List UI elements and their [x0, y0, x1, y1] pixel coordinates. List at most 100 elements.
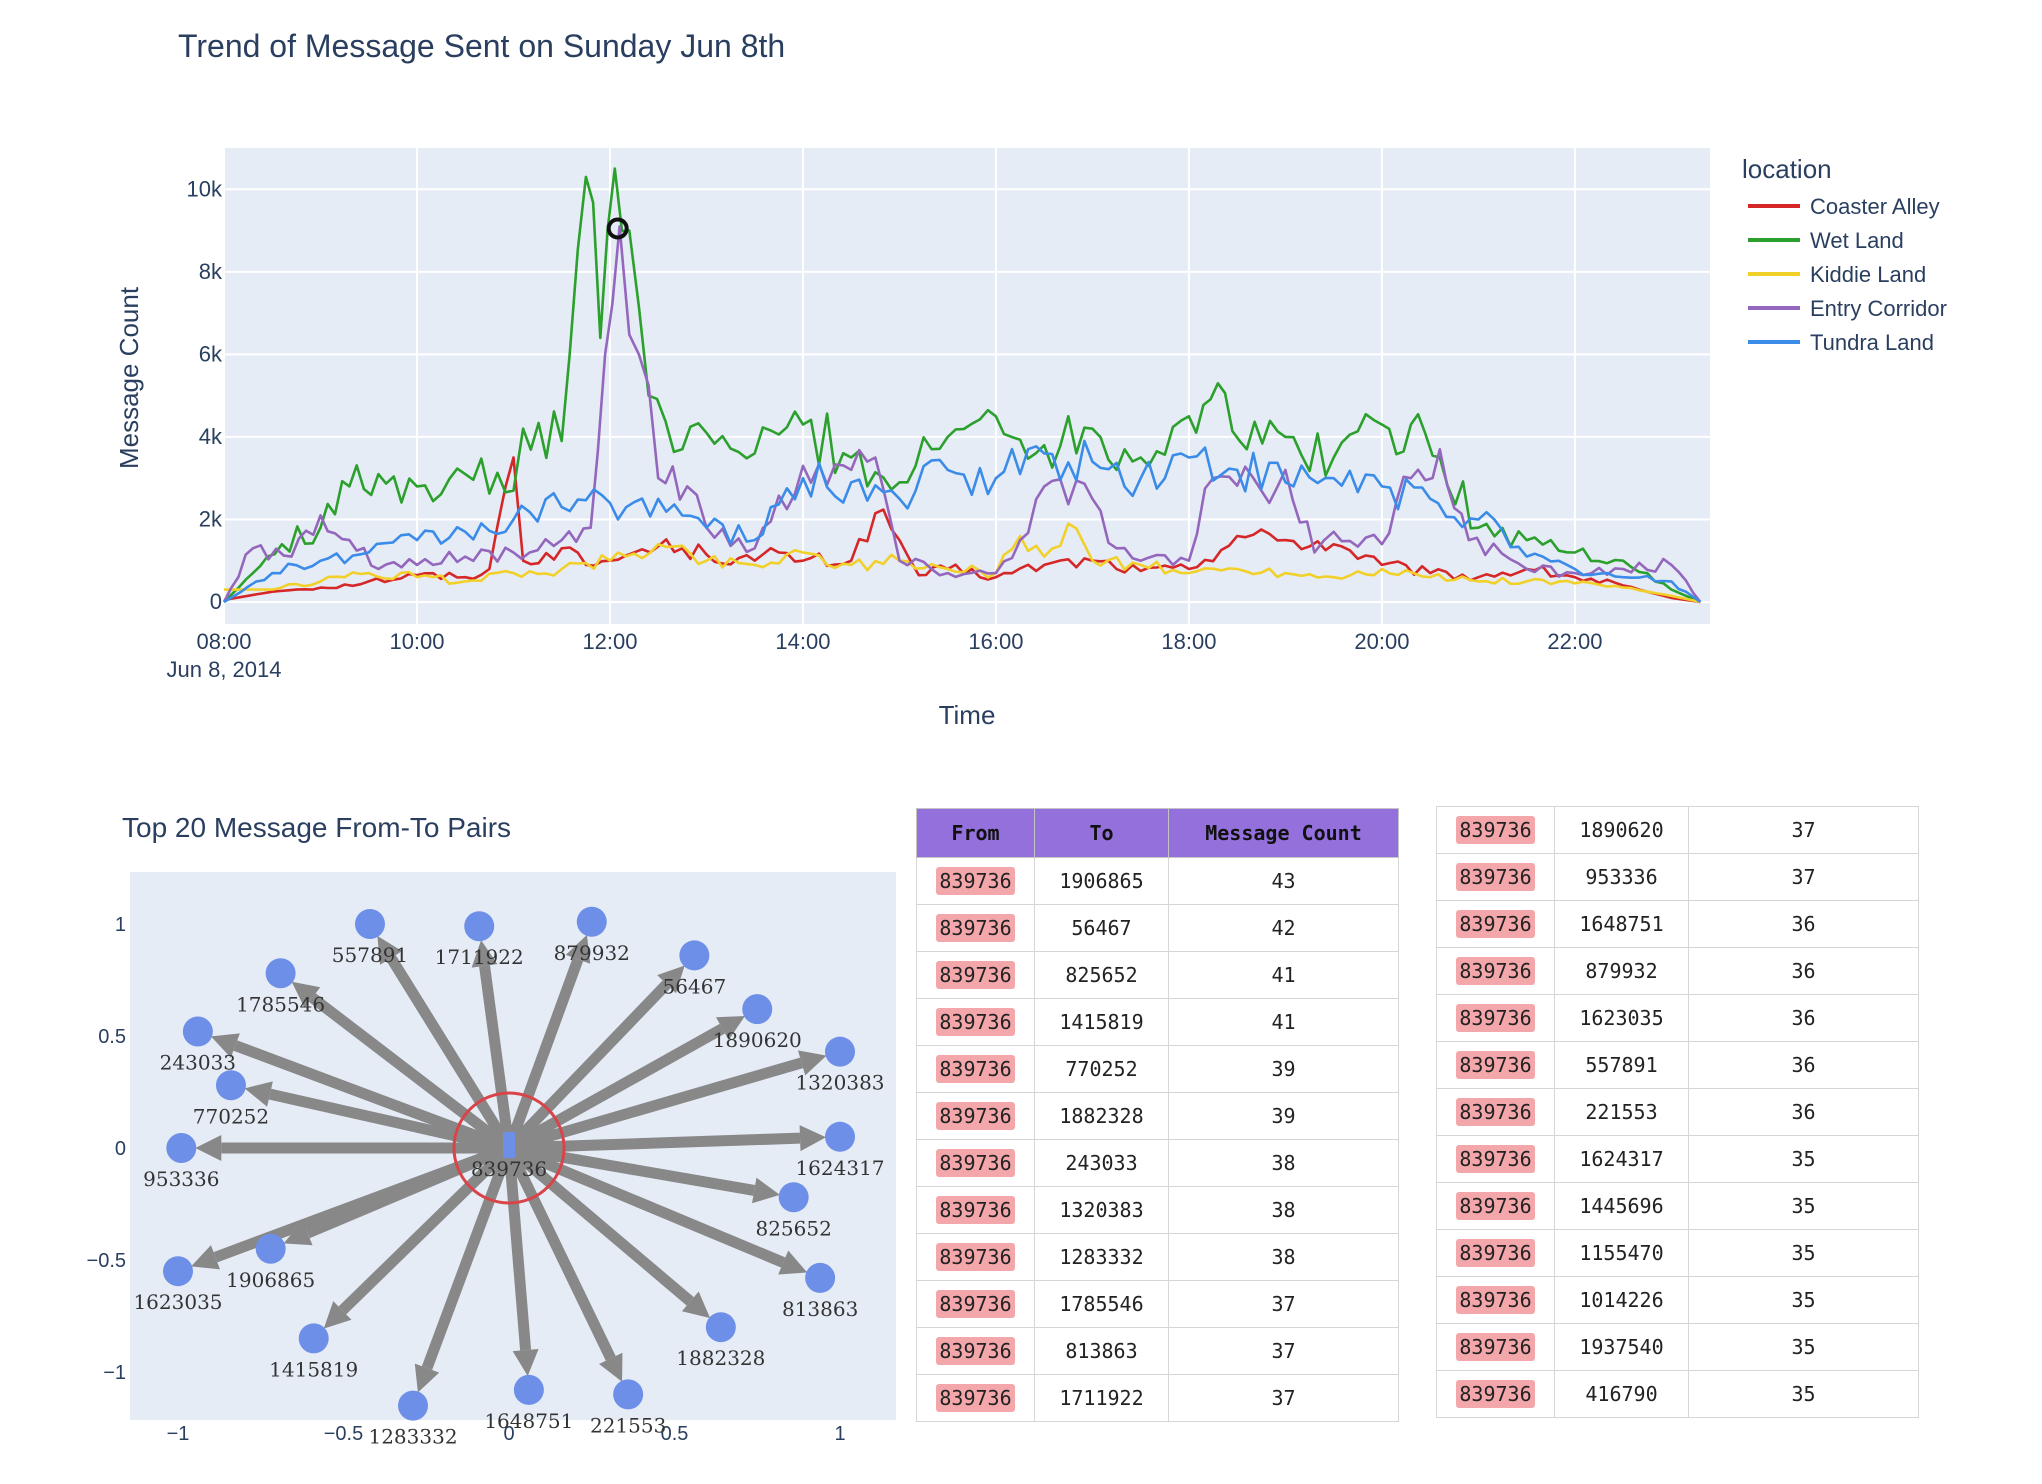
- from-highlight: 839736: [1456, 1051, 1535, 1079]
- node-label: 879932: [554, 941, 630, 965]
- node: [166, 1133, 197, 1163]
- node-label: 1890620: [713, 1028, 802, 1052]
- from-highlight: 839736: [936, 1008, 1015, 1036]
- table-row: 839736 56467 42: [916, 904, 1399, 952]
- cell-count: 35: [1688, 1135, 1919, 1183]
- center-node: [503, 1132, 515, 1158]
- node: [182, 1016, 213, 1047]
- node: [825, 1121, 855, 1152]
- edge-arrowhead: [210, 1033, 240, 1058]
- from-highlight: 839736: [1456, 1145, 1535, 1173]
- edge-arrowhead: [414, 1363, 440, 1393]
- cell-from: 839736: [916, 1139, 1035, 1187]
- cell-from: 839736: [1436, 1088, 1555, 1136]
- cell-count: 35: [1688, 1370, 1919, 1418]
- legend-label: Entry Corridor: [1810, 296, 1947, 321]
- edge: [503, 957, 584, 1150]
- node: [576, 906, 607, 937]
- header-from[interactable]: From: [916, 808, 1035, 858]
- x-tick-label: 18:00: [1161, 629, 1216, 654]
- cell-from: 839736: [1436, 994, 1555, 1042]
- node-label: 221553: [590, 1413, 666, 1437]
- edge-arrowhead: [752, 1177, 780, 1204]
- cell-from: 839736: [916, 951, 1035, 999]
- cell-from: 839736: [916, 1280, 1035, 1328]
- y-tick-label: 10k: [187, 176, 223, 201]
- node-label: 1648751: [484, 1409, 573, 1433]
- edge-arrowhead: [471, 940, 498, 968]
- cell-to: 416790: [1554, 1370, 1689, 1418]
- cell-to: 1155470: [1554, 1229, 1689, 1277]
- node: [163, 1256, 193, 1287]
- node-label: 953336: [143, 1167, 219, 1191]
- cell-to: 1283332: [1034, 1233, 1169, 1281]
- cell-count: 35: [1688, 1229, 1919, 1277]
- node: [298, 1323, 329, 1354]
- table-row: 839736 1890620 37: [1436, 806, 1919, 854]
- header-message-count[interactable]: Message Count: [1168, 808, 1399, 858]
- table-row: 839736 1155470 35: [1436, 1229, 1919, 1277]
- edge-arrowhead: [512, 1348, 539, 1376]
- cell-count: 35: [1688, 1276, 1919, 1324]
- y-tick-label: 0: [115, 1138, 126, 1160]
- edge-arrowhead: [599, 1352, 623, 1382]
- from-highlight: 839736: [936, 1384, 1015, 1412]
- node: [825, 1036, 855, 1067]
- node: [679, 940, 710, 971]
- from-highlight: 839736: [936, 1243, 1015, 1271]
- table-row: 839736 825652 41: [916, 951, 1399, 999]
- from-highlight: 839736: [1456, 816, 1535, 844]
- y-tick-label: 0.5: [98, 1026, 126, 1048]
- from-highlight: 839736: [1456, 910, 1535, 938]
- y-tick-label: −1: [103, 1362, 126, 1384]
- table-row: 839736 1648751 36: [1436, 900, 1919, 948]
- node: [513, 1374, 544, 1405]
- cell-to: 1648751: [1554, 900, 1689, 948]
- edge-arrowhead: [715, 1015, 746, 1040]
- node: [778, 1182, 809, 1213]
- edge: [503, 1147, 532, 1351]
- x-tick-label: 10:00: [389, 629, 444, 654]
- from-highlight: 839736: [1456, 957, 1535, 985]
- from-highlight: 839736: [1456, 1098, 1535, 1126]
- from-highlight: 839736: [1456, 863, 1535, 891]
- node: [354, 909, 385, 939]
- node-label: 1882328: [676, 1346, 765, 1370]
- cell-to: 557891: [1554, 1041, 1689, 1089]
- y-tick-label: 8k: [199, 259, 223, 284]
- cell-to: 1937540: [1554, 1323, 1689, 1371]
- cell-count: 38: [1168, 1139, 1399, 1187]
- hover-marker: [606, 217, 629, 240]
- edge: [386, 955, 514, 1151]
- table-row: 839736 416790 35: [1436, 1370, 1919, 1418]
- cell-to: 243033: [1034, 1139, 1169, 1187]
- table-row: 839736 879932 36: [1436, 947, 1919, 995]
- node-label: 1320383: [795, 1071, 884, 1095]
- table-row: 839736 1937540 35: [1436, 1323, 1919, 1371]
- cell-count: 39: [1168, 1045, 1399, 1093]
- cell-count: 37: [1168, 1327, 1399, 1375]
- x-tick-label: 16:00: [968, 629, 1023, 654]
- cell-count: 37: [1688, 853, 1919, 901]
- edge: [268, 1088, 511, 1154]
- table-row: 839736 1906865 43: [916, 857, 1399, 905]
- cell-to: 1624317: [1554, 1135, 1689, 1183]
- header-to[interactable]: To: [1034, 808, 1169, 858]
- edge-arrowhead: [244, 1081, 273, 1107]
- cell-count: 37: [1168, 1374, 1399, 1422]
- edge: [507, 1057, 804, 1154]
- x-axis-title: Time: [939, 700, 996, 730]
- cell-count: 36: [1688, 994, 1919, 1042]
- node: [805, 1262, 836, 1293]
- cell-to: 813863: [1034, 1327, 1169, 1375]
- series-line-kiddie-land: [224, 522, 1701, 604]
- from-highlight: 839736: [1456, 1286, 1535, 1314]
- edge-arrowhead: [291, 981, 321, 1008]
- table-row: 839736 557891 36: [1436, 1041, 1919, 1089]
- edge: [421, 1146, 515, 1371]
- series-line-tundra-land: [223, 439, 1702, 604]
- cell-count: 41: [1168, 951, 1399, 999]
- node-label: 825652: [755, 1216, 831, 1240]
- table-row: 839736 1711922 37: [916, 1374, 1399, 1422]
- from-highlight: 839736: [936, 1337, 1015, 1365]
